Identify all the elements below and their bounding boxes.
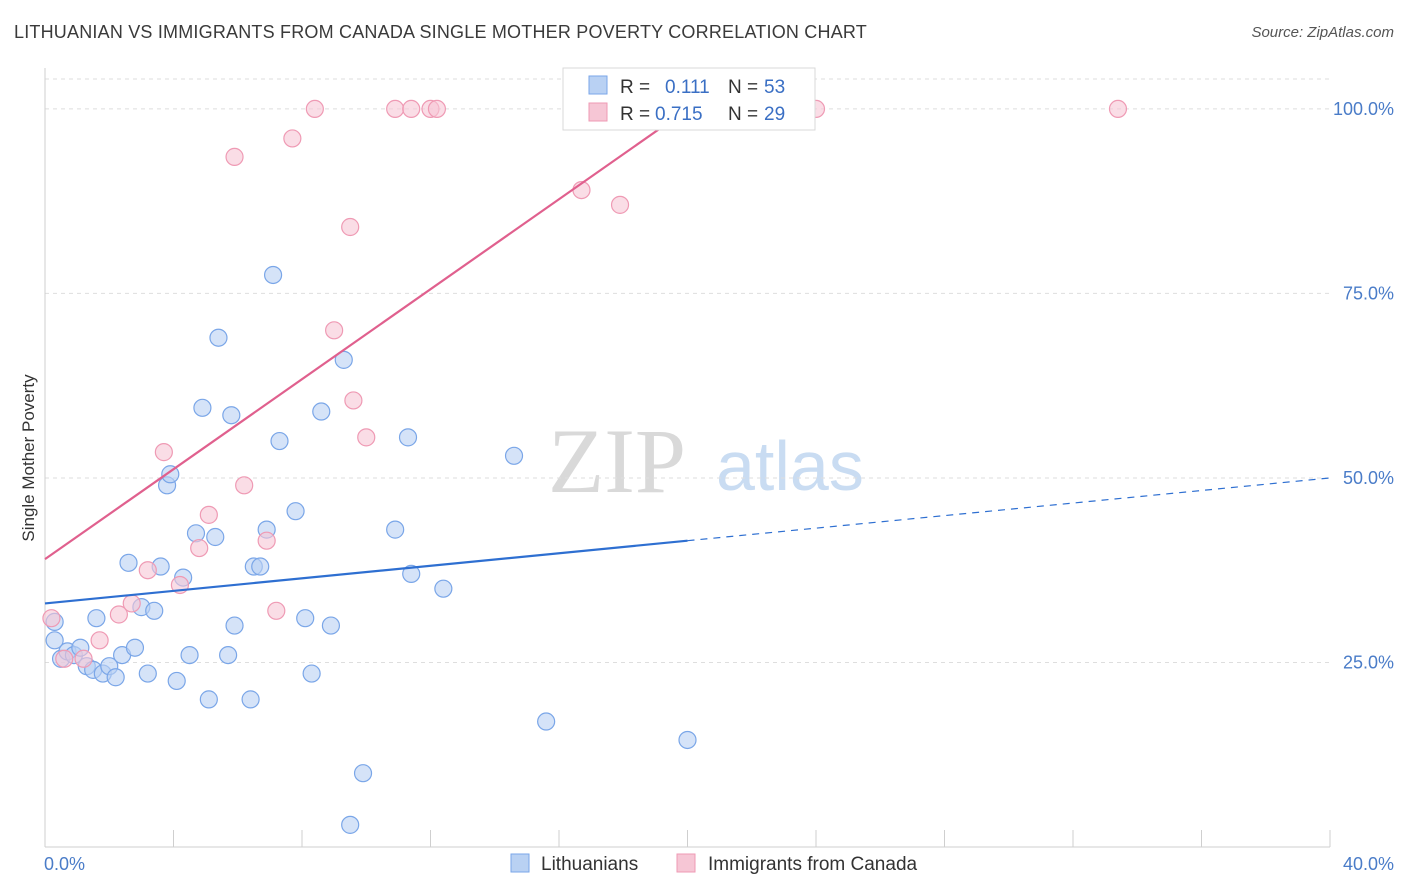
point-lithuanians bbox=[125, 638, 145, 657]
point-lithuanians bbox=[341, 815, 360, 834]
point-lithuanians bbox=[193, 398, 212, 417]
point-lithuanians bbox=[145, 601, 164, 620]
bottom-legend-label-lithuanians: Lithuanians bbox=[541, 854, 638, 875]
point-immigrants-canada bbox=[267, 601, 286, 620]
point-lithuanians bbox=[386, 520, 405, 539]
bottom-legend-swatch-lithuanians bbox=[510, 853, 530, 873]
legend-r-label-2: R = bbox=[620, 104, 650, 125]
y-tick-label: 50.0% bbox=[1343, 468, 1394, 488]
x-tick-label-max: 40.0% bbox=[1343, 854, 1394, 874]
point-immigrants-canada bbox=[610, 195, 630, 214]
point-lithuanians bbox=[206, 527, 225, 547]
legend-r-value-2: 0.715 bbox=[655, 104, 703, 125]
series-legend: Lithuanians Immigrants from Canada bbox=[510, 853, 918, 875]
point-immigrants-canada bbox=[154, 443, 173, 462]
point-lithuanians bbox=[398, 428, 418, 447]
point-lithuanians bbox=[167, 671, 186, 691]
point-immigrants-canada bbox=[283, 129, 302, 148]
point-immigrants-canada bbox=[402, 99, 421, 119]
point-lithuanians bbox=[504, 446, 524, 465]
scatter-points bbox=[42, 99, 1128, 834]
bottom-legend-label-canada: Immigrants from Canada bbox=[708, 854, 918, 875]
point-lithuanians bbox=[119, 553, 138, 572]
point-lithuanians bbox=[161, 465, 180, 484]
legend-n-label-2: N = bbox=[728, 104, 758, 125]
point-immigrants-canada bbox=[122, 594, 141, 613]
point-lithuanians bbox=[537, 712, 556, 731]
point-immigrants-canada bbox=[386, 99, 405, 119]
point-lithuanians bbox=[45, 631, 64, 650]
point-lithuanians bbox=[678, 730, 697, 750]
chart-title: LITHUANIAN VS IMMIGRANTS FROM CANADA SIN… bbox=[14, 22, 867, 42]
bottom-legend-swatch-canada bbox=[676, 853, 696, 873]
point-lithuanians bbox=[334, 350, 353, 369]
legend-swatch-canada bbox=[588, 102, 608, 122]
point-immigrants-canada bbox=[305, 99, 324, 119]
point-immigrants-canada bbox=[190, 538, 209, 558]
point-immigrants-canada bbox=[344, 391, 363, 410]
y-tick-label: 25.0% bbox=[1343, 652, 1394, 672]
point-immigrants-canada bbox=[325, 321, 344, 340]
correlation-legend: R = 0.111 N = 53 R = 0.715 N = 29 bbox=[562, 67, 816, 131]
x-tick-label-min: 0.0% bbox=[44, 854, 85, 874]
point-lithuanians bbox=[353, 764, 373, 783]
point-immigrants-canada bbox=[225, 147, 244, 166]
legend-r-value-1: 0.111 bbox=[665, 77, 710, 98]
point-lithuanians bbox=[219, 645, 238, 665]
point-immigrants-canada bbox=[427, 99, 447, 119]
x-ticks bbox=[44, 830, 1331, 847]
gridlines bbox=[45, 78, 1330, 663]
trend-line-lithuanians-extension bbox=[687, 477, 1331, 542]
legend-n-value-2: 29 bbox=[764, 104, 785, 125]
point-immigrants-canada bbox=[357, 428, 376, 447]
source-label: Source: ZipAtlas.com bbox=[1251, 24, 1394, 41]
point-lithuanians bbox=[225, 616, 244, 635]
point-lithuanians bbox=[186, 524, 206, 543]
axes bbox=[44, 68, 1330, 848]
point-lithuanians bbox=[241, 690, 260, 709]
point-immigrants-canada bbox=[257, 531, 276, 550]
point-immigrants-canada bbox=[109, 605, 128, 624]
point-immigrants-canada bbox=[1108, 99, 1128, 119]
legend-n-value-1: 53 bbox=[764, 77, 785, 98]
point-immigrants-canada bbox=[74, 649, 93, 668]
point-lithuanians bbox=[87, 609, 106, 628]
y-tick-label: 75.0% bbox=[1343, 283, 1394, 303]
point-lithuanians bbox=[138, 664, 157, 683]
y-axis-label: Single Mother Poverty bbox=[19, 374, 38, 542]
point-lithuanians bbox=[286, 502, 305, 521]
watermark-atlas: atlas bbox=[716, 427, 864, 505]
point-lithuanians bbox=[209, 328, 228, 347]
trend-line-lithuanians bbox=[44, 539, 688, 605]
point-immigrants-canada bbox=[42, 609, 61, 628]
point-lithuanians bbox=[222, 406, 241, 425]
trend-line-immigrants-canada bbox=[44, 85, 721, 561]
point-immigrants-canada bbox=[138, 561, 157, 580]
legend-n-label-1: N = bbox=[728, 77, 758, 98]
y-tick-label: 100.0% bbox=[1333, 99, 1394, 119]
watermark-zip: ZIP bbox=[548, 410, 686, 512]
point-lithuanians bbox=[270, 431, 289, 451]
point-lithuanians bbox=[263, 265, 283, 285]
point-lithuanians bbox=[296, 609, 315, 628]
point-lithuanians bbox=[402, 564, 421, 584]
point-lithuanians bbox=[180, 645, 199, 665]
point-immigrants-canada bbox=[235, 476, 254, 495]
point-lithuanians bbox=[199, 690, 218, 709]
point-immigrants-canada bbox=[199, 505, 218, 524]
trend-lines bbox=[44, 85, 1331, 605]
point-lithuanians bbox=[312, 402, 331, 421]
point-lithuanians bbox=[434, 579, 453, 598]
point-immigrants-canada bbox=[341, 217, 360, 237]
y-tick-labels: 25.0% 50.0% 75.0% 100.0% bbox=[1333, 99, 1394, 673]
point-lithuanians bbox=[251, 557, 270, 576]
point-lithuanians bbox=[321, 616, 341, 635]
point-immigrants-canada bbox=[55, 649, 74, 668]
legend-r-label-1: R = bbox=[620, 77, 650, 98]
point-immigrants-canada bbox=[90, 631, 109, 650]
point-lithuanians bbox=[106, 668, 125, 687]
legend-swatch-lithuanians bbox=[588, 75, 608, 95]
point-lithuanians bbox=[302, 664, 321, 683]
